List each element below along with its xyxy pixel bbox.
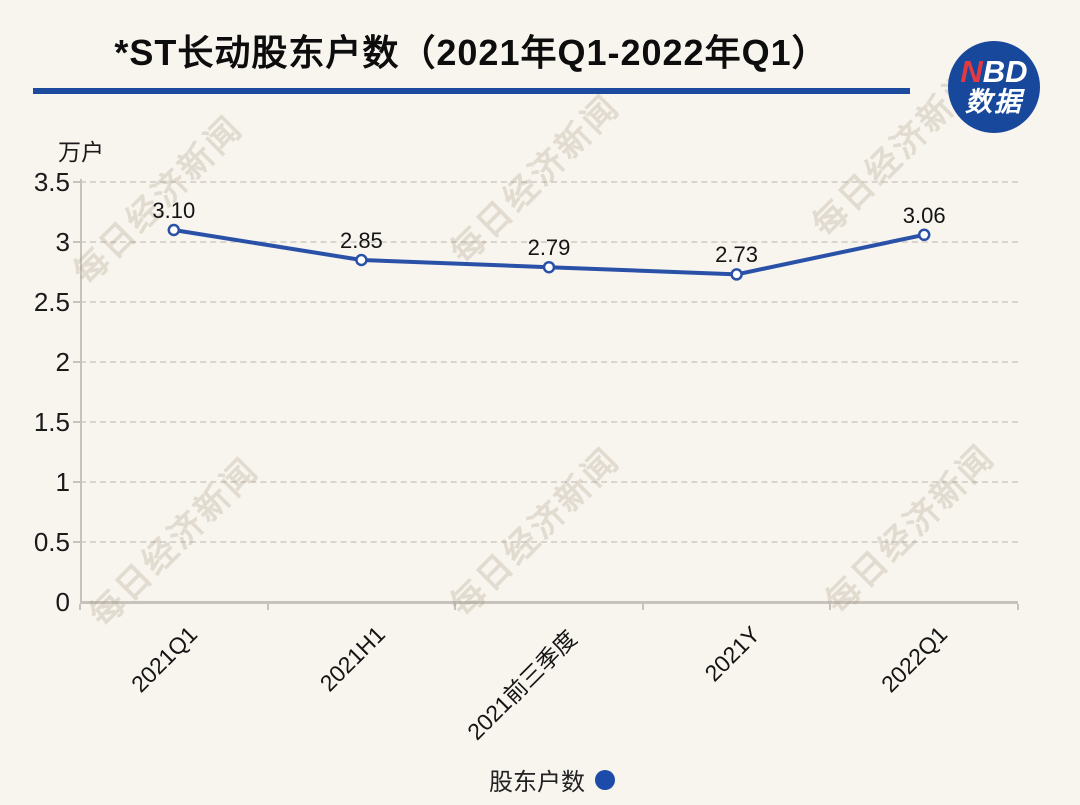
- nbd-logo-n: N: [960, 53, 983, 89]
- x-axis-label: 2021H1: [314, 621, 390, 697]
- gridline: [80, 541, 1018, 543]
- y-axis-line: [80, 179, 82, 604]
- x-axis-tick: [454, 604, 457, 610]
- y-axis-label: 1: [55, 467, 70, 497]
- gridline: [80, 481, 1018, 483]
- y-axis-label: 1.5: [33, 407, 70, 437]
- x-axis-label: 2021前三季度: [462, 625, 582, 745]
- y-axis-unit-label: 万户: [58, 139, 104, 165]
- x-axis-tick: [641, 604, 644, 610]
- y-axis-tick: [73, 241, 80, 243]
- y-axis-label: 2: [55, 347, 70, 377]
- y-axis-tick: [73, 481, 80, 483]
- x-axis-tick: [79, 604, 81, 610]
- x-axis-tick: [266, 604, 269, 610]
- x-axis-label: 2021Y: [699, 621, 765, 687]
- y-axis-label: 2.5: [33, 287, 70, 317]
- watermark: 每日经济新闻: [443, 440, 628, 625]
- legend-label: 股东户数: [489, 769, 585, 796]
- nbd-logo-text: NBD: [960, 56, 1027, 87]
- y-axis-tick: [73, 541, 80, 543]
- data-label: 2.79: [527, 235, 571, 261]
- nbd-logo: NBD 数据: [948, 41, 1040, 133]
- x-axis-line: [80, 601, 1018, 604]
- y-axis-label: 0: [55, 587, 70, 617]
- page-title: *ST长动股东户数（2021年Q1-2022年Q1）: [114, 32, 829, 73]
- y-axis-tick: [73, 301, 80, 303]
- data-label: 2.85: [339, 228, 383, 253]
- title-divider: [33, 88, 910, 94]
- gridline: [80, 361, 1018, 363]
- x-axis-label: 2022Q1: [876, 621, 953, 698]
- data-label: 3.10: [152, 198, 196, 223]
- legend: 股东户数: [12, 762, 1080, 797]
- x-axis-label: 2021Q1: [125, 621, 203, 698]
- y-axis-tick: [73, 361, 80, 363]
- legend-dot-icon: [595, 769, 615, 790]
- nbd-logo-bd: BD: [982, 53, 1028, 89]
- y-axis-label: 3: [55, 227, 70, 257]
- data-point-marker: [167, 223, 181, 237]
- data-point-marker: [917, 228, 931, 242]
- y-axis-tick: [73, 181, 80, 183]
- gridline: [80, 301, 1018, 303]
- data-label: 3.06: [902, 202, 946, 228]
- gridline: [80, 181, 1018, 183]
- x-axis-tick: [1017, 604, 1019, 610]
- data-point-marker: [542, 260, 556, 274]
- y-axis-label: 0.5: [33, 527, 70, 557]
- data-label: 2.73: [715, 242, 759, 268]
- x-axis-tick: [829, 604, 832, 610]
- watermark: 每日经济新闻: [82, 450, 267, 635]
- y-axis-label: 3.5: [33, 167, 70, 197]
- data-point-marker: [355, 253, 368, 267]
- data-point-marker: [730, 268, 743, 281]
- y-axis-tick: [73, 421, 80, 423]
- watermark: 每日经济新闻: [818, 437, 1003, 622]
- nbd-logo-subtext: 数据: [965, 86, 1023, 117]
- y-axis-labels: 3.5 3 2.5 2 1.5 1 0.5 0: [0, 0, 70, 805]
- gridline: [80, 421, 1018, 423]
